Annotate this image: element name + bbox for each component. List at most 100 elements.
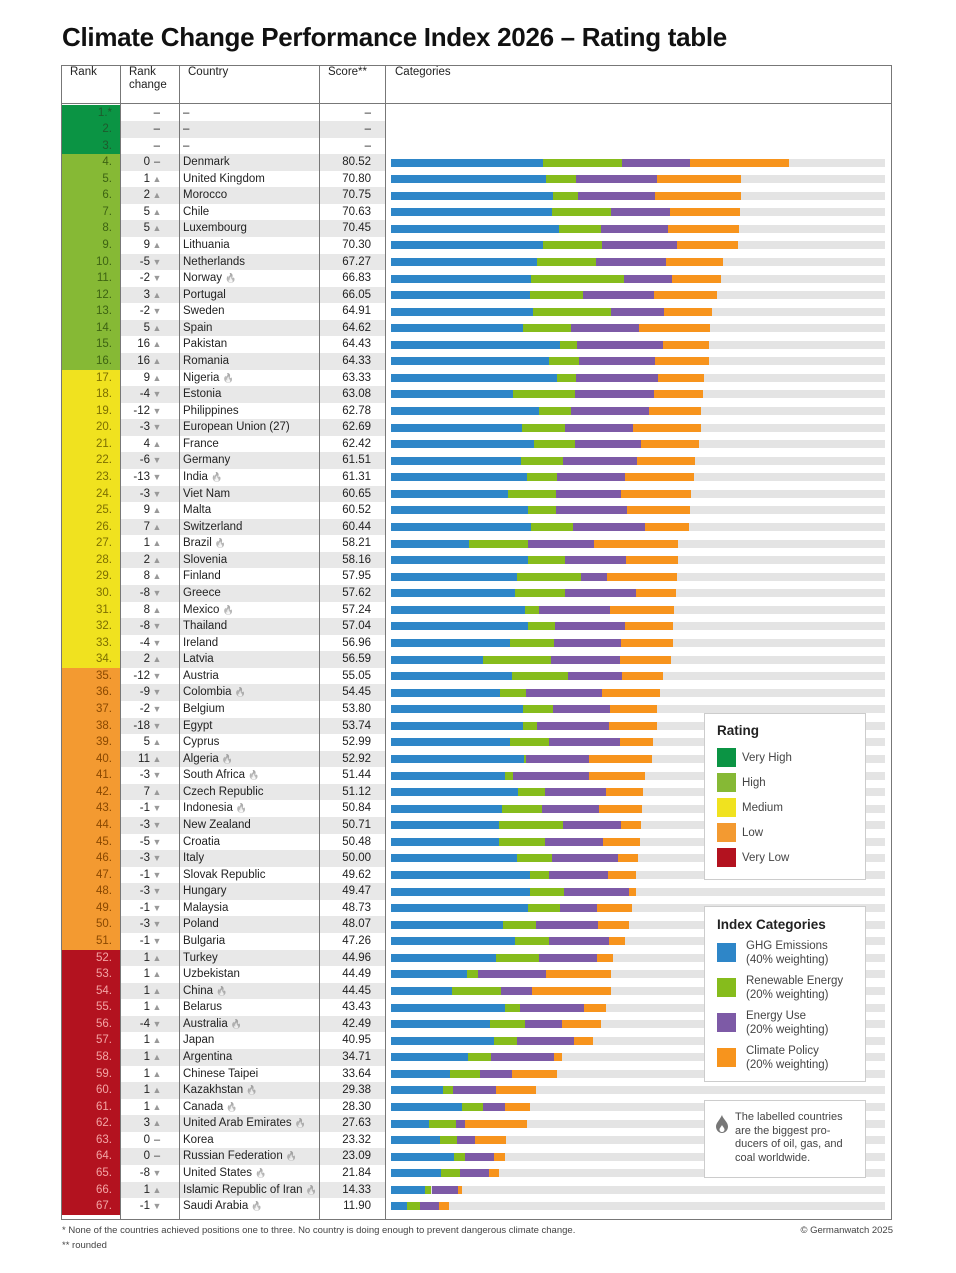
rank-cell-very-high: 2. [62, 121, 120, 138]
score-bar-track [391, 208, 885, 217]
country-name: Algeria 🔥 [183, 751, 233, 768]
arrow-down-icon: ▼ [152, 306, 162, 317]
country-label: United Kingdom [183, 172, 265, 185]
score-value: 48.73 [342, 901, 371, 914]
country-label: Colombia [183, 686, 232, 699]
country-name: Sweden [183, 303, 225, 320]
country-name: Malaysia [183, 900, 228, 917]
score-bar-track [391, 340, 885, 349]
score-bar-track [391, 1152, 885, 1161]
arrow-up-icon: ▲ [152, 289, 162, 300]
bar-segment-ghg [391, 523, 532, 532]
table-row [120, 817, 385, 834]
table-row [120, 386, 385, 403]
bar-segment-policy [589, 755, 653, 764]
country-name: – [183, 121, 189, 138]
arrow-down-icon: ▼ [152, 405, 162, 416]
bar-segment-renewable [514, 937, 550, 946]
country-name: Slovenia [183, 552, 227, 569]
bar-segment-policy [602, 837, 641, 846]
bar-segment-energy-use [581, 572, 607, 581]
country-name: Russian Federation 🔥 [183, 1148, 297, 1165]
arrow-up-icon: ▲ [152, 322, 162, 333]
bar-segment-renewable [537, 257, 596, 266]
bar-segment-ghg [391, 1069, 451, 1078]
bar-segment-renewable [530, 871, 550, 880]
legend-label: High [742, 777, 766, 789]
score-value: 50.00 [342, 852, 371, 865]
table-row [120, 783, 385, 801]
bar-segment-renewable [559, 224, 601, 233]
legend-swatch-energy-use [717, 1013, 736, 1032]
bar-segment-ghg [391, 721, 524, 730]
country-name: Hungary [183, 883, 226, 900]
country-label: Turkey [183, 951, 218, 964]
bar-segment-renewable [514, 589, 566, 598]
rating-table [61, 65, 892, 1220]
bar-segment-renewable [517, 788, 545, 797]
bar-segment-policy [609, 937, 625, 946]
table-row [120, 1181, 385, 1199]
country-label: Denmark [183, 156, 230, 169]
rank-cell-very-low: 55. [62, 999, 120, 1016]
country-label: Hungary [183, 885, 227, 898]
bar-segment-ghg [391, 937, 515, 946]
country-name: Uzbekistan [183, 966, 240, 983]
bar-segment-ghg [391, 489, 509, 498]
bar-segment-energy-use [556, 489, 621, 498]
score-bar-track [391, 755, 885, 764]
rank-cell-high: 15. [62, 336, 120, 354]
bar-segment-renewable [533, 440, 575, 449]
bar-segment-renewable [522, 705, 553, 714]
country-name: Denmark [183, 154, 230, 171]
score-value: 57.95 [342, 570, 371, 583]
score-bar-track [391, 1036, 885, 1045]
arrow-up-icon: ▲ [152, 1085, 162, 1096]
rank-change: 4 [143, 437, 150, 450]
score-bar-track [391, 970, 885, 979]
arrow-up-icon: ▲ [152, 1184, 162, 1195]
bar-segment-policy [626, 556, 678, 565]
rank-change: 2 [143, 653, 150, 666]
bar-segment-policy [488, 1169, 499, 1178]
score-value: 40.95 [342, 1034, 371, 1047]
score-bar-track [391, 639, 885, 648]
bar-segment-policy [610, 705, 658, 714]
score-value: 64.43 [342, 338, 371, 351]
bar-segment-ghg [391, 324, 524, 333]
bar-segment-ghg [391, 373, 557, 382]
header-rank-change: Rank change [129, 66, 167, 91]
legend-swatch-low [717, 823, 736, 842]
bar-segment-energy-use [477, 970, 547, 979]
rank-cell-low: 40. [62, 750, 120, 768]
bar-segment-ghg [391, 788, 518, 797]
country-label: Algeria [183, 752, 219, 765]
score-bar-track [391, 175, 885, 184]
bar-segment-ghg [391, 257, 538, 266]
bar-segment-renewable [528, 506, 557, 515]
score-bar-track [391, 506, 885, 515]
bar-segment-renewable [549, 357, 579, 366]
table-row [120, 187, 385, 204]
score-value: 52.99 [342, 736, 371, 749]
rank-cell-very-low: 67. [62, 1198, 120, 1215]
rank-change: -3 [139, 852, 150, 865]
bar-segment-energy-use [538, 953, 597, 962]
bar-segment-energy-use [519, 1003, 585, 1012]
bar-segment-energy-use [576, 340, 664, 349]
country-label: Canada [183, 1100, 224, 1113]
score-value: 44.96 [342, 951, 371, 964]
rank-change: 1 [143, 984, 150, 997]
country-name: European Union (27) [183, 419, 290, 436]
bar-segment-energy-use [549, 871, 609, 880]
rank-change: – [153, 106, 160, 119]
rank-cell-very-low: 57. [62, 1032, 120, 1049]
arrow-down-icon: ▼ [152, 472, 162, 483]
score-value: 60.52 [342, 504, 371, 517]
country-label: Bulgaria [183, 935, 226, 947]
column-divider [120, 66, 121, 1219]
bar-segment-ghg [391, 605, 526, 614]
bar-segment-policy [636, 456, 695, 465]
bar-segment-energy-use [578, 357, 655, 366]
score-bar-track [391, 721, 885, 730]
